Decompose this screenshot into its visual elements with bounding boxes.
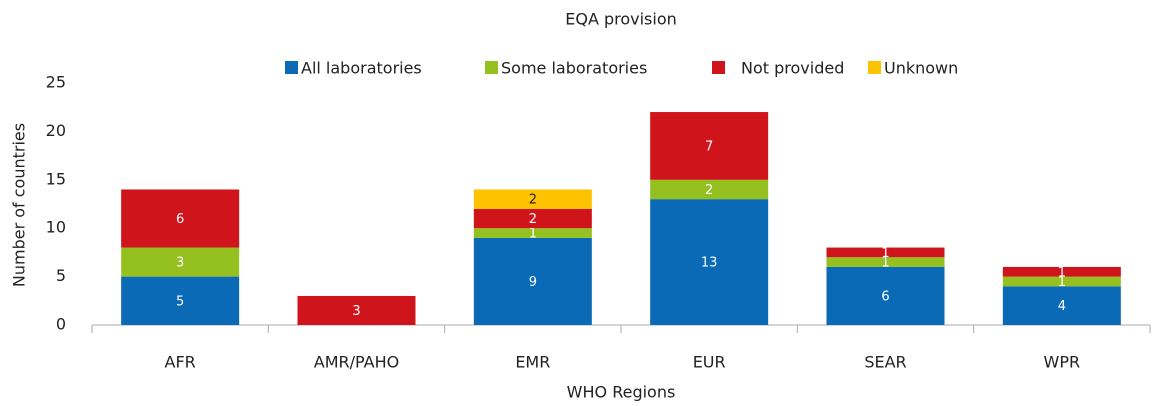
value-label: 7 bbox=[705, 139, 713, 154]
x-tick-label: EMR bbox=[515, 353, 550, 372]
legend-swatch bbox=[712, 61, 725, 74]
y-axis-title: Number of countries bbox=[10, 123, 29, 287]
x-tick-label: AFR bbox=[165, 353, 196, 372]
value-label: 1 bbox=[1058, 275, 1066, 290]
bar-segment bbox=[1002, 286, 1121, 325]
bar-segment bbox=[650, 112, 769, 180]
x-tick-label: AMR/PAHO bbox=[314, 353, 399, 372]
legend-swatch bbox=[868, 61, 881, 74]
value-label: 13 bbox=[701, 256, 718, 271]
value-label: 4 bbox=[1058, 299, 1066, 314]
value-label: 6 bbox=[881, 289, 889, 304]
bar-segment bbox=[650, 179, 769, 200]
value-label: 1 bbox=[881, 256, 889, 271]
value-label: 3 bbox=[176, 256, 184, 271]
value-label: 5 bbox=[176, 294, 184, 309]
y-tick-label: 20 bbox=[46, 121, 66, 140]
value-label: 2 bbox=[705, 183, 713, 198]
y-tick-label: 10 bbox=[46, 218, 66, 237]
bar-segment bbox=[826, 247, 945, 258]
value-label: 1 bbox=[881, 246, 889, 261]
value-label: 6 bbox=[176, 212, 184, 227]
value-label: 9 bbox=[529, 275, 537, 290]
bar-segment bbox=[121, 189, 240, 248]
bar-segment bbox=[826, 266, 945, 325]
x-axis-title: WHO Regions bbox=[567, 383, 676, 402]
bar-segment bbox=[473, 208, 592, 229]
legend-swatch bbox=[485, 61, 498, 74]
value-label: 2 bbox=[529, 212, 537, 227]
value-label: 2 bbox=[529, 193, 537, 208]
bar-segment bbox=[1002, 266, 1121, 277]
y-tick-label: 15 bbox=[46, 169, 66, 188]
bar-segment bbox=[473, 228, 592, 238]
x-tick-label: WPR bbox=[1044, 353, 1081, 372]
bar-segment bbox=[650, 199, 769, 325]
y-tick-label: 0 bbox=[56, 315, 66, 334]
bar-segment bbox=[473, 237, 592, 325]
legend-label: Unknown bbox=[884, 59, 958, 78]
legend-label: All laboratories bbox=[301, 59, 422, 78]
bar-segment bbox=[297, 295, 416, 325]
legend-swatch bbox=[285, 61, 298, 74]
x-tick-label: SEAR bbox=[864, 353, 906, 372]
y-tick-label: 5 bbox=[56, 266, 66, 285]
bar-segment bbox=[473, 189, 592, 209]
value-label: 1 bbox=[1058, 265, 1066, 280]
bar-segment bbox=[121, 247, 240, 277]
bar-segment bbox=[1002, 276, 1121, 287]
legend-label: Some laboratories bbox=[501, 59, 647, 78]
bar-segment bbox=[826, 257, 945, 267]
y-tick-label: 25 bbox=[46, 73, 66, 92]
chart-title: EQA provision bbox=[565, 10, 677, 29]
bar-segment bbox=[121, 276, 240, 325]
legend-label: Not provided bbox=[741, 59, 844, 78]
x-tick-label: EUR bbox=[693, 353, 726, 372]
value-label: 3 bbox=[352, 304, 360, 319]
value-label: 1 bbox=[529, 227, 537, 242]
